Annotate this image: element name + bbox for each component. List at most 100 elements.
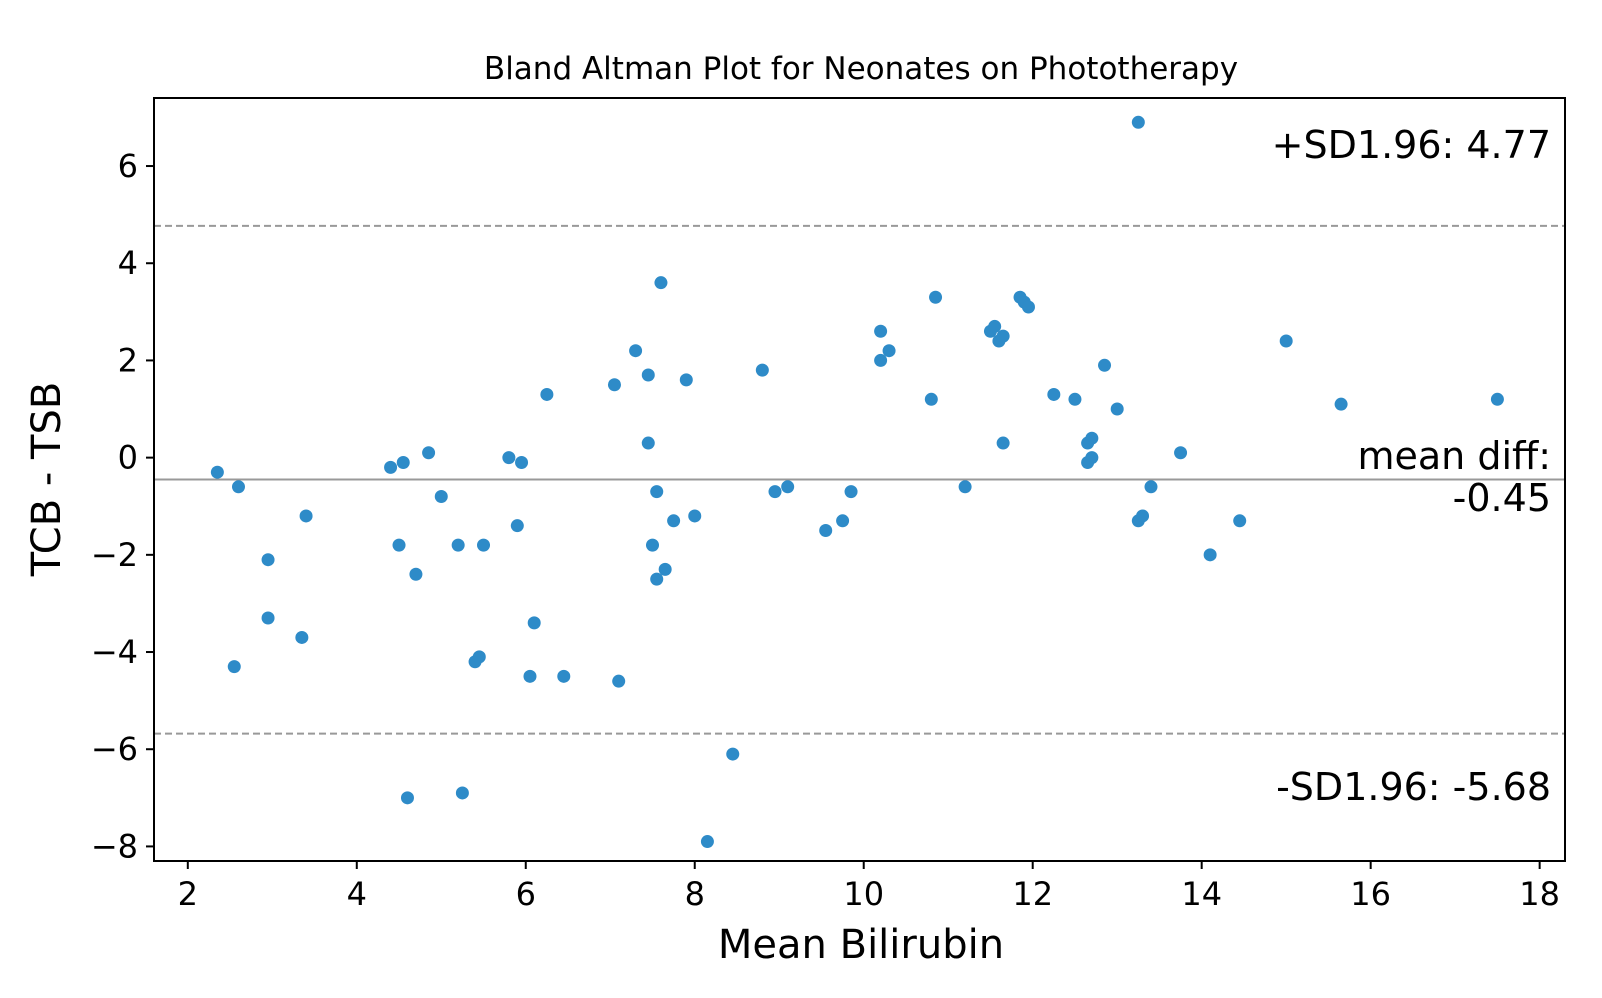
x-tick-label: 14 <box>1181 875 1222 913</box>
data-point <box>874 353 888 367</box>
data-point <box>882 344 896 358</box>
data-point <box>451 538 465 552</box>
x-axis: 2 4 6 8 10 12 14 16 18 <box>178 861 1560 913</box>
data-point <box>1203 548 1217 562</box>
y-axis-label: TCB - TSB <box>24 382 70 578</box>
data-point <box>1047 387 1061 401</box>
x-tick-label: 4 <box>347 875 367 913</box>
data-point <box>1233 514 1247 528</box>
data-point <box>510 519 524 533</box>
data-point <box>392 538 406 552</box>
y-tick-label: −4 <box>91 633 138 671</box>
data-point <box>726 747 740 761</box>
data-point <box>650 485 664 499</box>
chart-title: Bland Altman Plot for Neonates on Photot… <box>484 51 1238 87</box>
data-point <box>227 660 241 674</box>
data-point <box>988 319 1002 333</box>
data-point <box>768 485 782 499</box>
mean-diff-label-line2: -0.45 <box>1453 476 1551 520</box>
x-tick-label: 12 <box>1012 875 1053 913</box>
data-point <box>844 485 858 499</box>
x-tick-label: 10 <box>843 875 884 913</box>
data-point <box>667 514 681 528</box>
data-point <box>836 514 850 528</box>
data-point <box>299 509 313 523</box>
data-point <box>455 786 469 800</box>
data-point <box>1098 358 1112 372</box>
data-point <box>924 392 938 406</box>
data-point <box>629 344 643 358</box>
y-tick-label: 2 <box>118 341 138 379</box>
mean-diff-label-line1: mean diff: <box>1357 434 1551 478</box>
data-point <box>1110 402 1124 416</box>
y-tick-label: −6 <box>91 730 138 768</box>
data-point <box>1021 300 1035 314</box>
x-tick-label: 8 <box>685 875 705 913</box>
data-point <box>700 835 714 849</box>
y-tick-label: 6 <box>118 147 138 185</box>
y-axis: −8 −6 −4 −2 0 2 4 6 <box>91 147 154 865</box>
data-point <box>540 387 554 401</box>
data-point <box>210 465 224 479</box>
data-point <box>527 616 541 630</box>
plot-frame <box>153 97 1566 862</box>
x-axis-label: Mean Bilirubin <box>718 922 1004 968</box>
data-point <box>654 276 668 290</box>
data-point <box>295 630 309 644</box>
data-point <box>515 455 529 469</box>
data-point <box>641 368 655 382</box>
x-tick-label: 18 <box>1519 875 1560 913</box>
y-tick-label: 4 <box>118 244 138 282</box>
x-tick-label: 6 <box>516 875 536 913</box>
data-point <box>679 373 693 387</box>
x-tick-label: 2 <box>178 875 198 913</box>
data-point <box>612 674 626 688</box>
data-point <box>929 290 943 304</box>
data-point <box>396 455 410 469</box>
data-point <box>641 436 655 450</box>
data-point <box>384 460 398 474</box>
data-point <box>1085 451 1099 465</box>
data-point <box>477 538 491 552</box>
plot-area <box>154 115 1565 849</box>
x-tick-label: 16 <box>1350 875 1391 913</box>
data-point <box>958 480 972 494</box>
data-point <box>1068 392 1082 406</box>
data-point <box>231 480 245 494</box>
data-point <box>996 329 1010 343</box>
data-point <box>1136 509 1150 523</box>
data-point <box>502 451 516 465</box>
data-point <box>472 650 486 664</box>
data-point <box>1131 115 1145 129</box>
data-point <box>422 446 436 460</box>
data-point <box>523 669 537 683</box>
data-point <box>755 363 769 377</box>
data-point <box>261 553 275 567</box>
data-point <box>650 572 664 586</box>
data-point <box>781 480 795 494</box>
data-point <box>1279 334 1293 348</box>
lower-loa-label: -SD1.96: -5.68 <box>1276 765 1551 809</box>
data-point <box>1085 431 1099 445</box>
data-point <box>688 509 702 523</box>
data-point <box>261 611 275 625</box>
y-tick-label: 0 <box>118 439 138 477</box>
data-point <box>1490 392 1504 406</box>
data-point <box>819 524 833 538</box>
data-point <box>996 436 1010 450</box>
data-point <box>434 490 448 504</box>
data-point <box>874 324 888 338</box>
data-point <box>1174 446 1188 460</box>
data-point <box>1334 397 1348 411</box>
data-point <box>645 538 659 552</box>
data-point <box>1144 480 1158 494</box>
data-point <box>409 567 423 581</box>
data-point <box>658 562 672 576</box>
y-tick-label: −8 <box>91 827 138 865</box>
data-point <box>607 378 621 392</box>
data-point <box>400 791 414 805</box>
upper-loa-label: +SD1.96: 4.77 <box>1272 123 1551 167</box>
y-tick-label: −2 <box>91 536 138 574</box>
data-point <box>557 669 571 683</box>
